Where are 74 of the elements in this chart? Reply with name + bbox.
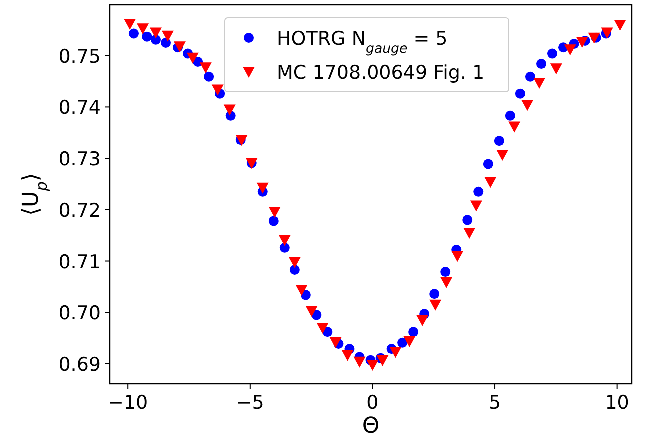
- point: [440, 267, 451, 278]
- point: [224, 104, 236, 116]
- point: [576, 36, 588, 48]
- y-tick-label: 0.74: [58, 97, 101, 120]
- x-tick-label: 10: [605, 392, 630, 414]
- x-tick-label: 0: [366, 392, 379, 414]
- point: [288, 257, 301, 268]
- point: [496, 150, 509, 161]
- point: [416, 315, 429, 326]
- point: [124, 19, 136, 30]
- point: [316, 323, 329, 334]
- x-axis-title: Θ: [362, 414, 380, 439]
- point: [430, 289, 440, 300]
- x-tick-label: −10: [108, 392, 148, 414]
- point: [186, 52, 199, 64]
- point: [390, 347, 402, 358]
- point: [376, 355, 389, 366]
- x-tick-label: −5: [236, 392, 264, 414]
- point: [505, 110, 516, 121]
- point: [150, 28, 162, 39]
- point: [536, 59, 546, 70]
- point: [268, 206, 281, 218]
- point: [508, 122, 521, 133]
- point: [550, 64, 562, 75]
- point: [430, 300, 442, 311]
- point: [494, 136, 504, 146]
- y-tick-label: 0.72: [58, 200, 101, 222]
- point: [204, 72, 214, 82]
- point: [296, 285, 308, 296]
- point: [128, 28, 139, 39]
- point: [137, 24, 150, 35]
- point: [200, 62, 212, 74]
- point: [280, 242, 290, 253]
- y-tick-label: 0.69: [58, 354, 101, 376]
- y-tick-label: 0.70: [58, 302, 101, 325]
- point: [162, 30, 174, 42]
- point: [256, 182, 269, 194]
- x-tick-label: 5: [488, 392, 502, 414]
- y-tick-label: 0.75: [58, 46, 101, 68]
- point: [440, 277, 453, 288]
- point: [142, 32, 152, 42]
- point: [268, 216, 279, 226]
- point: [174, 42, 186, 53]
- point: [548, 48, 558, 59]
- point: [614, 20, 626, 32]
- point: [366, 360, 379, 371]
- point: [564, 44, 576, 56]
- y-tick-label: 0.71: [58, 251, 101, 274]
- point: [534, 78, 546, 90]
- point: [588, 32, 600, 44]
- point: [330, 337, 342, 348]
- point: [452, 251, 464, 262]
- point: [404, 336, 416, 348]
- legend-label: MC 1708.00649 Fig. 1: [277, 62, 485, 84]
- point: [515, 88, 526, 99]
- point: [398, 338, 408, 348]
- point: [290, 264, 300, 275]
- point: [161, 38, 172, 48]
- point: [464, 228, 476, 240]
- point: [484, 177, 497, 188]
- point: [354, 356, 366, 368]
- y-tick-label: 0.73: [58, 148, 101, 171]
- legend-label: HOTRG N$_{gauge}$ = 5: [277, 28, 448, 56]
- point: [522, 100, 534, 112]
- point: [212, 84, 224, 96]
- point: [342, 350, 354, 362]
- point: [462, 215, 473, 226]
- point: [306, 306, 318, 318]
- point: [525, 72, 536, 82]
- point: [474, 186, 484, 197]
- point: [483, 159, 494, 170]
- point: [408, 327, 419, 338]
- point: [278, 235, 291, 246]
- point: [470, 200, 482, 212]
